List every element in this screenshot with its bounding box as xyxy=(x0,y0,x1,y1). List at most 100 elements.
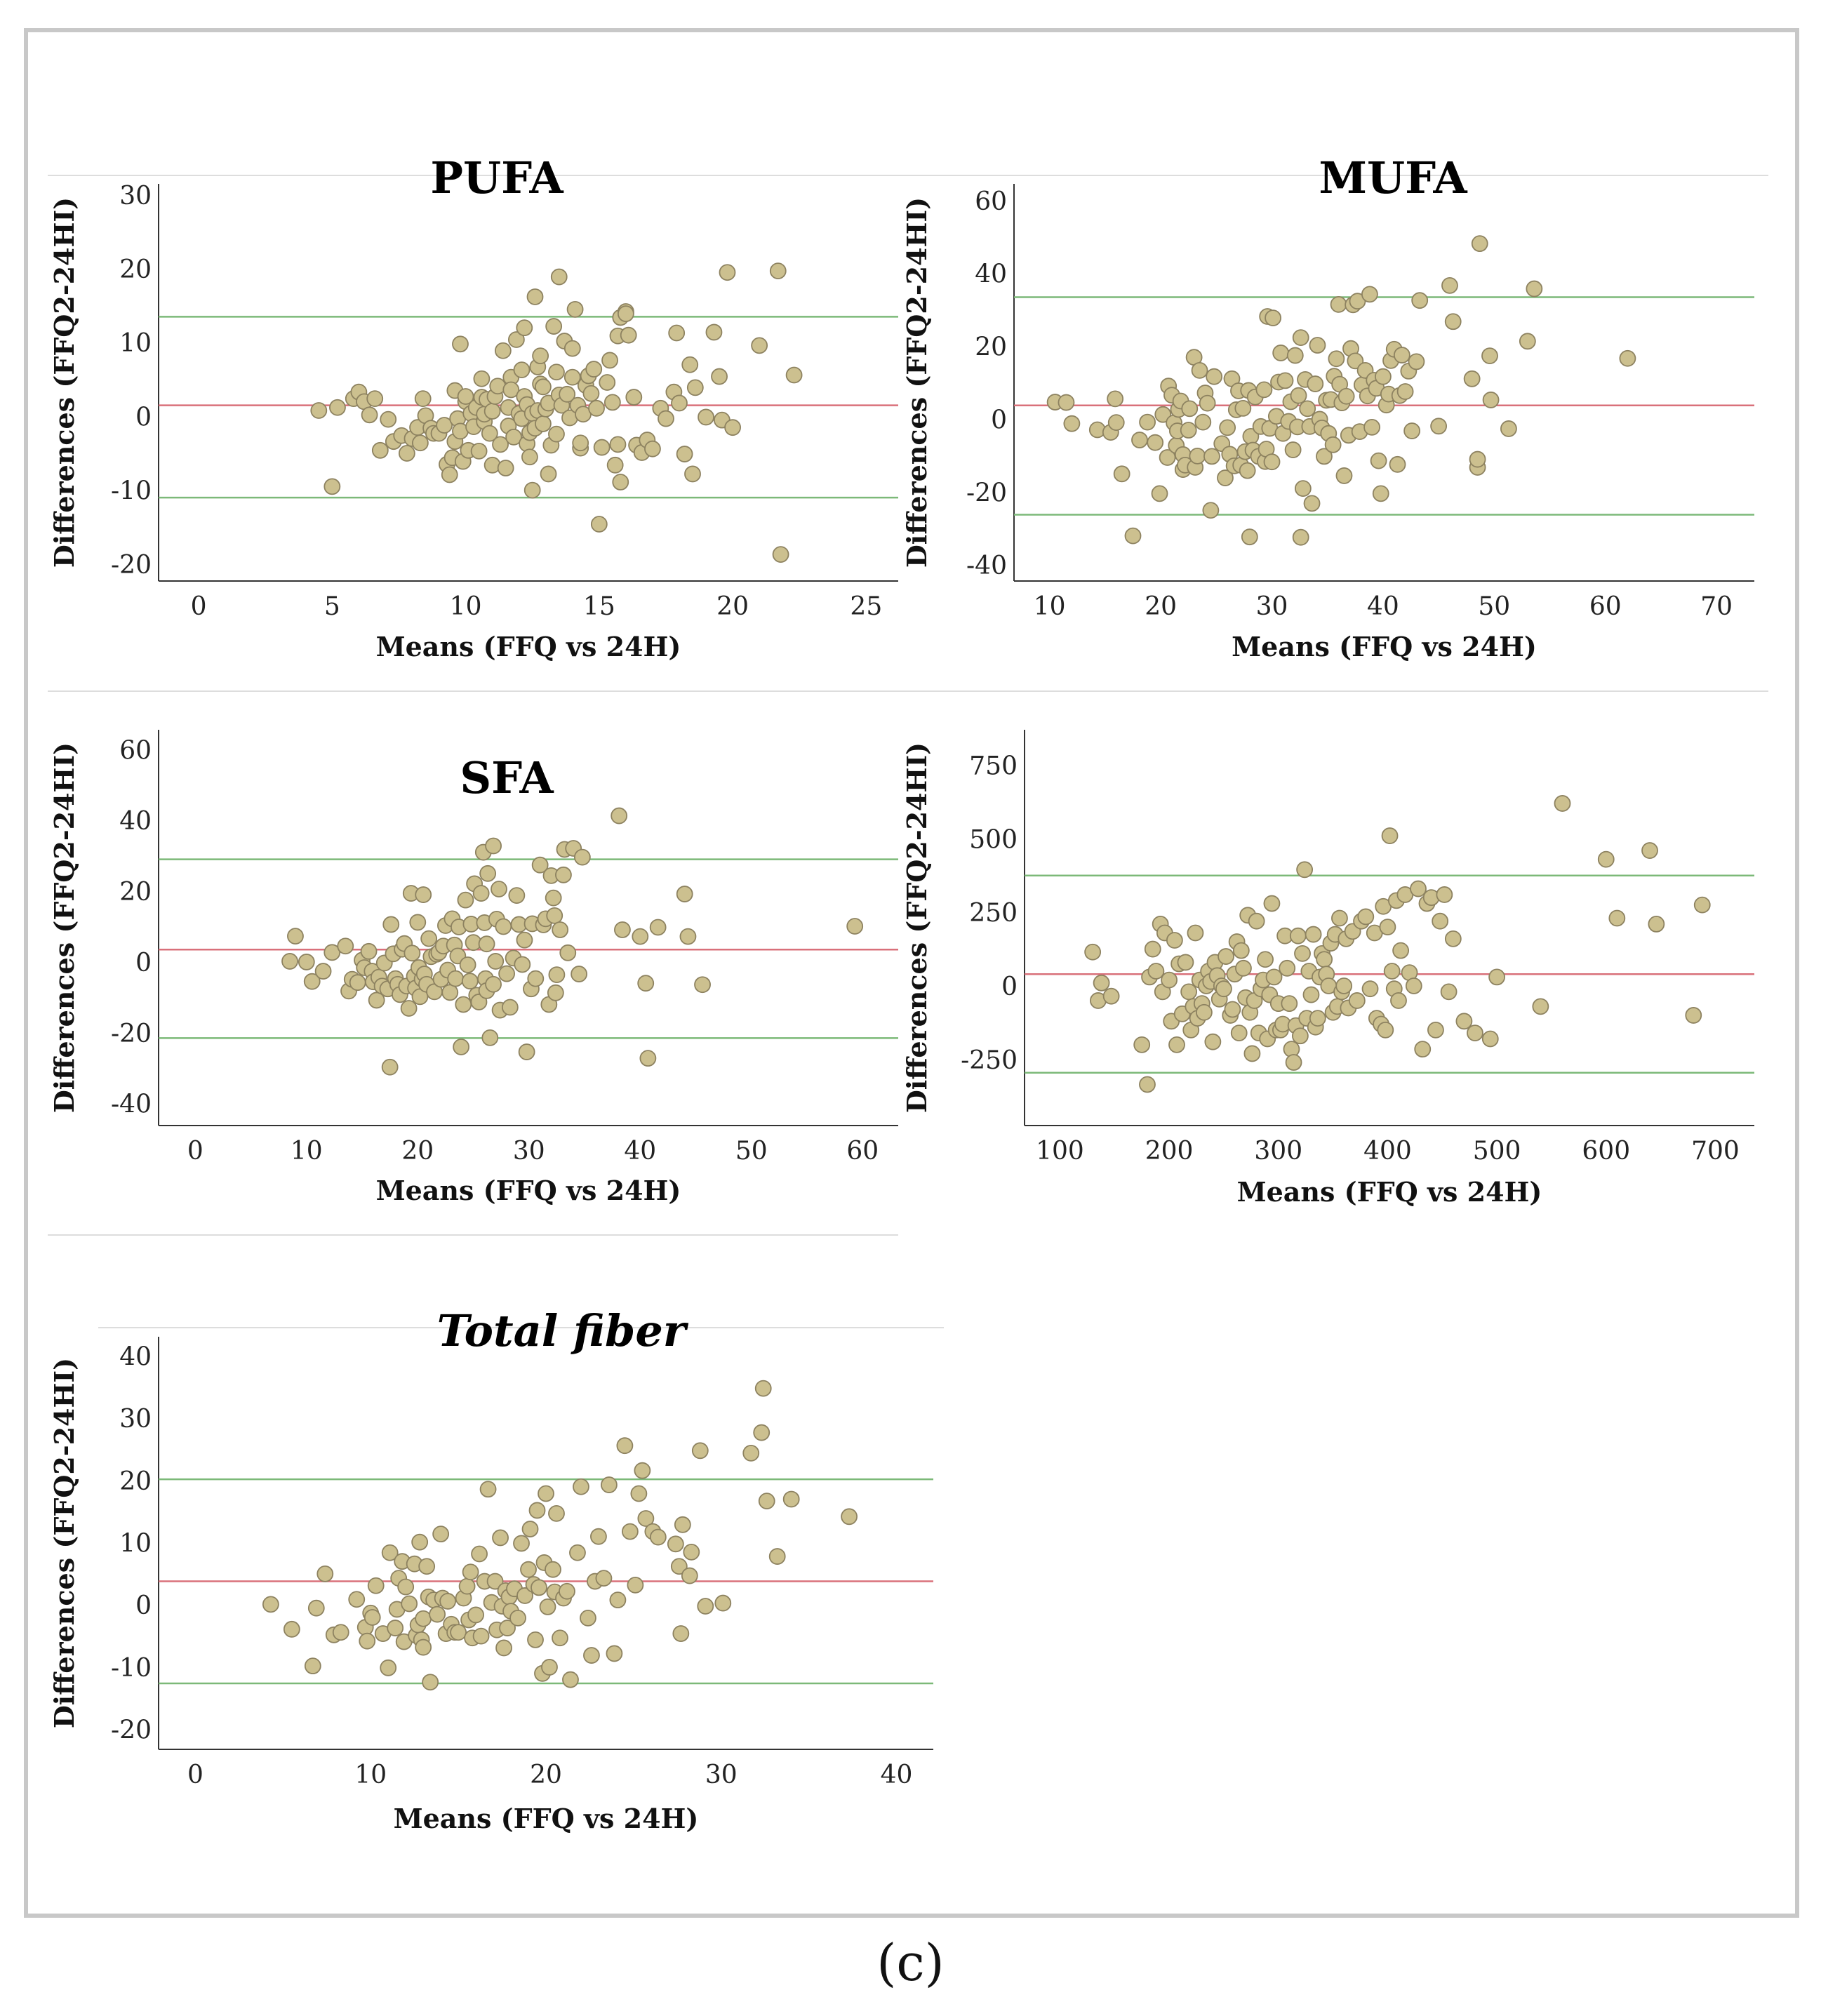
scatter-point xyxy=(1608,909,1626,927)
scatter-point xyxy=(637,975,655,992)
scatter-points xyxy=(310,262,803,563)
scatter-point xyxy=(479,1481,497,1498)
scatter-point xyxy=(1619,349,1636,367)
scatter-point xyxy=(505,428,522,446)
scatter-point xyxy=(1338,387,1355,405)
scatter-point xyxy=(1377,1021,1394,1039)
scatter-point xyxy=(1234,399,1252,417)
y-tick-label: -250 xyxy=(961,1046,1018,1075)
scatter-point xyxy=(611,807,628,825)
scatter-point xyxy=(588,399,605,417)
scatter-point xyxy=(521,448,538,466)
scatter-point xyxy=(1392,942,1410,959)
scatter-point xyxy=(360,942,378,960)
y-axis-label: Differences (FFQ2-24HI) xyxy=(901,742,933,1113)
y-axis-label: Differences (FFQ2-24HI) xyxy=(48,1358,80,1728)
scatter-point xyxy=(1348,992,1366,1009)
scatter-point xyxy=(287,928,304,945)
scatter-point xyxy=(418,1558,436,1575)
scatter-point xyxy=(679,928,697,945)
scatter-point xyxy=(310,402,328,419)
scatter-point xyxy=(1292,329,1309,347)
scatter-point xyxy=(455,996,472,1013)
scatter-point xyxy=(1393,347,1410,363)
scatter-point xyxy=(411,434,429,452)
scatter-point xyxy=(1199,394,1216,412)
scatter-point xyxy=(397,1578,415,1596)
scatter-point xyxy=(580,1609,596,1627)
scatter-point xyxy=(361,406,378,424)
y-tick-label: -10 xyxy=(111,1654,152,1683)
chart-title: PUFA xyxy=(430,152,563,203)
scatter-point xyxy=(429,1606,446,1623)
scatter-point xyxy=(532,347,549,365)
scatter-point xyxy=(719,264,736,281)
scatter-point xyxy=(601,1476,618,1493)
scatter-point xyxy=(1444,930,1462,947)
scatter-point xyxy=(1381,827,1399,844)
scatter-point xyxy=(1331,909,1348,927)
scatter-point xyxy=(1440,983,1458,1001)
x-tick-label: 0 xyxy=(187,1761,204,1789)
scatter-point xyxy=(531,856,549,874)
scatter-point xyxy=(1396,383,1414,400)
scatter-point xyxy=(323,478,341,495)
scatter-point xyxy=(441,466,458,483)
y-tick-label: 40 xyxy=(119,1342,152,1371)
scatter-point xyxy=(1139,1076,1156,1093)
scatter-point xyxy=(359,1632,376,1650)
scatter-point xyxy=(1144,940,1161,958)
scatter-point xyxy=(1375,368,1392,385)
scatter-point xyxy=(1255,381,1273,399)
y-tick-label: 500 xyxy=(969,825,1018,854)
scatter-point xyxy=(684,465,701,483)
x-tick-label: 0 xyxy=(187,1137,204,1166)
scatter-point xyxy=(502,381,520,399)
scatter-point xyxy=(785,366,803,384)
scatter-point xyxy=(670,1558,688,1575)
scatter-point xyxy=(714,1594,732,1612)
scatter-point xyxy=(768,1548,786,1565)
scatter-point xyxy=(649,919,667,936)
y-tick-label: 60 xyxy=(119,736,152,765)
scatter-point xyxy=(363,1609,381,1626)
y-tick-label: 60 xyxy=(975,187,1007,216)
y-tick-label: -20 xyxy=(966,479,1007,507)
scatter-point xyxy=(1648,916,1665,933)
scatter-point xyxy=(471,1545,488,1563)
scatter-point xyxy=(492,1529,509,1547)
scatter-point xyxy=(559,385,576,403)
scatter-point xyxy=(1500,420,1517,437)
scatter-point xyxy=(1243,1045,1261,1062)
scatter-point xyxy=(649,1528,667,1546)
scatter-point xyxy=(590,1528,607,1545)
scatter-point xyxy=(1093,974,1110,992)
scatter-point xyxy=(1372,485,1389,502)
scatter-point xyxy=(1383,963,1401,980)
scatter-point xyxy=(671,394,688,412)
scatter-point xyxy=(541,1659,558,1676)
chart-title: Total fiber xyxy=(437,1305,689,1356)
scatter-point xyxy=(683,1543,700,1561)
scatter-point xyxy=(432,1526,450,1543)
scatter-point xyxy=(1168,1036,1185,1053)
scatter-point xyxy=(1139,413,1156,431)
scatter-point xyxy=(1235,959,1252,977)
scatter-point xyxy=(1335,977,1353,994)
scatter-point xyxy=(606,456,624,474)
scatter-point xyxy=(1309,1010,1326,1027)
scatter-point xyxy=(1430,418,1448,435)
scatter-point xyxy=(1181,400,1199,418)
scatter-point xyxy=(562,1671,579,1688)
y-tick-label: 0 xyxy=(135,403,152,432)
y-tick-label: 30 xyxy=(119,1405,152,1434)
scatter-point xyxy=(381,1544,399,1561)
scatter-point xyxy=(754,1380,772,1397)
scatter-point xyxy=(1328,350,1345,368)
scatter-point xyxy=(546,907,563,924)
x-tick-label: 50 xyxy=(1478,592,1510,621)
scatter-point xyxy=(498,965,515,982)
scatter-point xyxy=(513,1535,530,1552)
y-tick-label: 750 xyxy=(969,752,1018,780)
